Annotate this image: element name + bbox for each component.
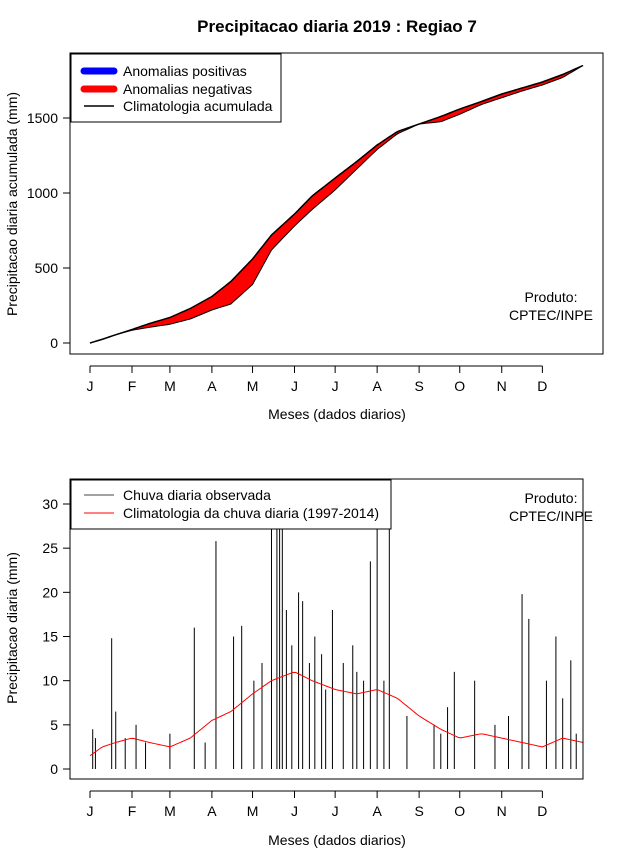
top-x-tick-label: A [372, 378, 382, 394]
bottom-x-tick-label: N [497, 803, 507, 819]
legend-top: Anomalias positivas Anomalias negativas … [70, 53, 282, 123]
bottom-x-tick-label: O [454, 803, 465, 819]
observed-cumulative-line [89, 65, 584, 344]
bottom-x-tick-label: J [87, 803, 94, 819]
top-x-tick-label: D [537, 378, 547, 394]
top-x-tick-label: N [497, 378, 507, 394]
legend-box-bottom [70, 479, 392, 530]
product-label-bottom-line1: Produto: [525, 490, 578, 506]
product-label-top-line2: CPTEC/INPE [509, 307, 593, 323]
top-x-tick-label: O [454, 378, 465, 394]
x-axis-label-top: Meses (dados diarios) [268, 406, 406, 422]
legend-bottom: Chuva diaria observada Climatologia da c… [70, 479, 392, 530]
bottom-x-tick-label: J [332, 803, 339, 819]
bottom-y-tick-label: 0 [50, 761, 58, 777]
bottom-y-tick-label: 10 [42, 673, 58, 689]
top-x-tick-label: M [164, 378, 176, 394]
product-label-top-line1: Produto: [525, 289, 578, 305]
top-y-tick-label: 1000 [27, 185, 58, 201]
top-y-tick-label: 1500 [27, 110, 58, 126]
x-axis-label-bottom: Meses (dados diarios) [268, 832, 406, 848]
bottom-y-tick-label: 5 [50, 717, 58, 733]
panel-daily: 0 5 10 15 20 25 30 J F M A M J J A S O N D Precipitacao d… [4, 478, 593, 848]
bottom-x-tick-label: A [207, 803, 217, 819]
bottom-x-tick-label: M [164, 803, 176, 819]
y-axis-label-top: Precipitacao diaria acumulada (mm) [4, 92, 20, 316]
legend-label-observed: Chuva diaria observada [123, 487, 271, 503]
top-x-tick-label: A [207, 378, 217, 394]
bottom-y-tick-label: 15 [42, 629, 58, 645]
bottom-x-tick-label: M [247, 803, 259, 819]
panel-cumulative: 0 500 1000 1500 J F M A M J J A S O N D Precipitacao d… [4, 52, 604, 422]
bottom-y-tick-label: 20 [42, 584, 58, 600]
top-x-tick-label: J [87, 378, 94, 394]
chart-title: Precipitacao diaria 2019 : Regiao 7 [197, 17, 477, 36]
top-x-tick-label: M [247, 378, 259, 394]
y-axis-label-bottom: Precipitacao diaria (mm) [4, 552, 20, 704]
top-y-tick-label: 500 [35, 260, 59, 276]
top-x-tick-label: F [128, 378, 137, 394]
legend-label-daily-climatology: Climatologia da chuva diaria (1997-2014) [123, 505, 379, 521]
top-x-tick-label: S [414, 378, 423, 394]
legend-label-positive: Anomalias positivas [123, 63, 247, 79]
legend-label-negative: Anomalias negativas [123, 81, 252, 97]
bottom-x-tick-label: A [372, 803, 382, 819]
top-x-tick-label: J [332, 378, 339, 394]
product-label-bottom-line2: CPTEC/INPE [509, 508, 593, 524]
bottom-y-tick-label: 25 [42, 540, 58, 556]
climatology-cumulative-line [89, 64, 584, 344]
top-x-tick-label: J [291, 378, 298, 394]
top-y-tick-label: 0 [50, 335, 58, 351]
daily-climatology-line [89, 671, 584, 757]
legend-label-climatology: Climatologia acumulada [123, 98, 273, 114]
bottom-x-tick-label: J [291, 803, 298, 819]
bottom-x-tick-label: F [128, 803, 137, 819]
bottom-x-tick-label: D [537, 803, 547, 819]
bottom-x-tick-label: S [414, 803, 423, 819]
bottom-y-tick-label: 30 [42, 496, 58, 512]
